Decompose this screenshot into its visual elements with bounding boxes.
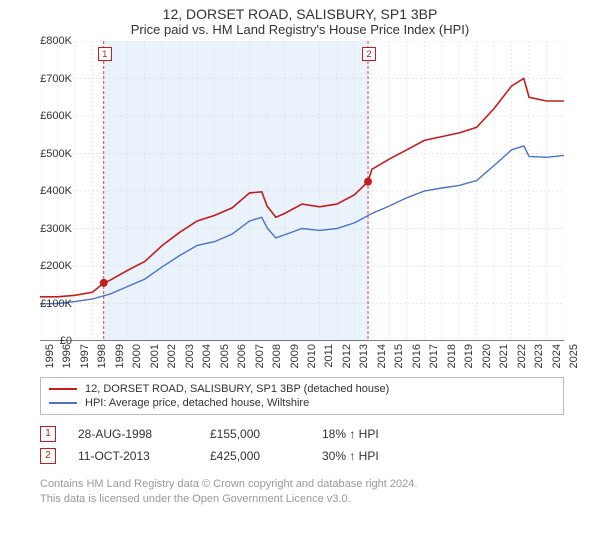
x-axis-label: 2015 (393, 344, 405, 368)
sale-date: 28-AUG-1998 (78, 427, 188, 441)
y-axis-label: £400K (40, 185, 72, 197)
y-axis-label: £500K (40, 148, 72, 160)
x-axis-label: 2006 (236, 344, 248, 368)
chart-subtitle: Price paid vs. HM Land Registry's House … (0, 22, 600, 41)
x-axis-label: 2021 (498, 344, 510, 368)
chart-area: £0£100K£200K£300K£400K£500K£600K£700K£80… (40, 41, 600, 371)
x-axis-label: 2019 (463, 344, 475, 368)
x-axis-label: 2020 (481, 344, 493, 368)
sale-marker-on-chart: 2 (362, 47, 376, 61)
x-axis-label: 2004 (201, 344, 213, 368)
sale-marker: 1 (40, 426, 56, 442)
x-axis-label: 2008 (271, 344, 283, 368)
sale-marker: 2 (40, 448, 56, 464)
y-axis-label: £100K (40, 298, 72, 310)
legend-label-price: 12, DORSET ROAD, SALISBURY, SP1 3BP (det… (85, 383, 389, 395)
x-axis-label: 2001 (149, 344, 161, 368)
x-axis-label: 1998 (96, 344, 108, 368)
y-axis-label: £600K (40, 110, 72, 122)
credits-line: This data is licensed under the Open Gov… (40, 493, 351, 505)
chart-title: 12, DORSET ROAD, SALISBURY, SP1 3BP (0, 0, 600, 22)
x-axis-label: 1995 (44, 344, 56, 368)
x-axis-label: 1997 (79, 344, 91, 368)
sale-price: £155,000 (210, 427, 300, 441)
x-axis-label: 2024 (551, 344, 563, 368)
x-axis-label: 2012 (341, 344, 353, 368)
x-axis-label: 2014 (376, 344, 388, 368)
x-axis-label: 2018 (446, 344, 458, 368)
sale-date: 11-OCT-2013 (78, 449, 188, 463)
sales-table: 1 28-AUG-1998 £155,000 18% ↑ HPI 2 11-OC… (40, 423, 564, 467)
y-axis-label: £800K (40, 35, 72, 47)
y-axis-label: £200K (40, 260, 72, 272)
x-axis-label: 2017 (428, 344, 440, 368)
x-axis-label: 2003 (184, 344, 196, 368)
legend-swatch-hpi (49, 402, 77, 404)
sale-marker-on-chart: 1 (98, 47, 112, 61)
legend-row-hpi: HPI: Average price, detached house, Wilt… (49, 396, 555, 410)
x-axis-label: 2009 (289, 344, 301, 368)
credits: Contains HM Land Registry data © Crown c… (40, 477, 564, 513)
x-axis-label: 2002 (166, 344, 178, 368)
sale-price: £425,000 (210, 449, 300, 463)
x-axis-label: 2022 (516, 344, 528, 368)
legend-label-hpi: HPI: Average price, detached house, Wilt… (85, 397, 309, 409)
x-axis-label: 2011 (323, 344, 335, 368)
x-axis-label: 1999 (114, 344, 126, 368)
y-axis-label: £700K (40, 73, 72, 85)
sale-diff: 18% ↑ HPI (322, 427, 379, 441)
credits-line: Contains HM Land Registry data © Crown c… (40, 478, 417, 490)
chart-container: 12, DORSET ROAD, SALISBURY, SP1 3BP Pric… (0, 0, 600, 513)
chart-svg (40, 41, 564, 341)
x-axis-label: 2010 (306, 344, 318, 368)
x-axis-label: 2000 (131, 344, 143, 368)
x-axis-label: 2007 (254, 344, 266, 368)
legend-swatch-price (49, 388, 77, 390)
sale-row: 1 28-AUG-1998 £155,000 18% ↑ HPI (40, 423, 564, 445)
sale-row: 2 11-OCT-2013 £425,000 30% ↑ HPI (40, 445, 564, 467)
legend-row-price: 12, DORSET ROAD, SALISBURY, SP1 3BP (det… (49, 382, 555, 396)
y-axis-label: £300K (40, 223, 72, 235)
x-axis-label: 2005 (219, 344, 231, 368)
x-axis-label: 2013 (358, 344, 370, 368)
x-axis-label: 2023 (533, 344, 545, 368)
x-axis-label: 2016 (411, 344, 423, 368)
x-axis-label: 1996 (61, 344, 73, 368)
legend: 12, DORSET ROAD, SALISBURY, SP1 3BP (det… (40, 377, 564, 415)
x-axis-label: 2025 (568, 344, 580, 368)
sale-diff: 30% ↑ HPI (322, 449, 379, 463)
